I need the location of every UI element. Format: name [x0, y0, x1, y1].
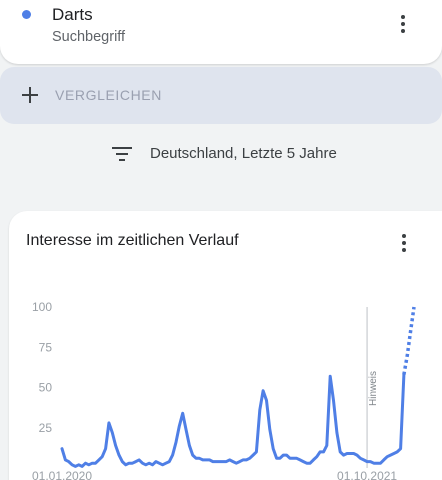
annotation-label: Hinweis — [368, 371, 379, 406]
y-tick-label: 100 — [32, 300, 52, 314]
y-tick-label: 50 — [39, 381, 53, 395]
x-tick-label: 01.10.2021 — [337, 469, 397, 480]
compare-label: VERGLEICHEN — [55, 87, 162, 103]
series-line — [60, 373, 406, 468]
more-vert-icon[interactable] — [393, 12, 413, 36]
chart-title: Interesse im zeitlichen Verlauf — [26, 232, 239, 249]
filter-list-icon — [112, 146, 132, 162]
plus-icon — [22, 87, 38, 103]
y-tick-label: 75 — [39, 340, 53, 354]
series-projection-line — [402, 306, 416, 375]
term-type: Suchbegriff — [52, 29, 126, 45]
term-name: Darts — [52, 5, 93, 24]
interest-over-time-card: Interesse im zeitlichen Verlauf — [9, 211, 442, 480]
filter-button[interactable]: Deutschland, Letzte 5 Jahre — [0, 135, 442, 173]
compare-button[interactable]: VERGLEICHEN — [0, 67, 442, 124]
search-term-card[interactable]: Darts Suchbegriff — [0, 0, 442, 64]
filter-label: Deutschland, Letzte 5 Jahre — [150, 145, 337, 162]
chart-menu-icon[interactable] — [394, 231, 414, 255]
x-tick-label: 01.01.2020 — [32, 469, 92, 480]
y-tick-label: 25 — [39, 421, 53, 435]
term-color-dot-icon — [22, 10, 31, 19]
